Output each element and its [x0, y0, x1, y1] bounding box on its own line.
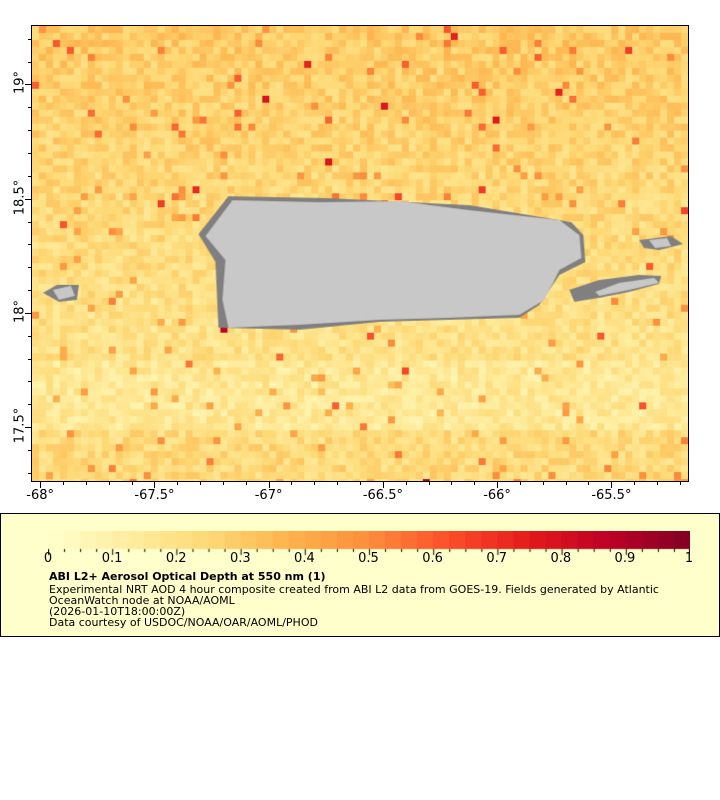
tick-mark	[40, 482, 42, 485]
tick-mark	[634, 482, 636, 485]
tick-mark	[28, 404, 31, 406]
tick-mark	[28, 130, 31, 132]
tick-mark	[177, 482, 179, 485]
tick-mark	[28, 472, 31, 474]
legend-title: ABI L2+ Aerosol Optical Depth at 550 nm …	[49, 570, 326, 583]
tick-mark	[28, 221, 31, 223]
tick-mark	[28, 198, 31, 200]
y-tick-label: 19°	[12, 71, 28, 95]
colorbar-label: 0.3	[229, 551, 251, 566]
legend-panel: 0 0.1 0.2 0.3 0.4 0.5 0.6 0.7 0.8 0.9 1 ABI L2+ Ae…	[0, 513, 720, 637]
colorbar-label: 0	[43, 551, 53, 566]
tick-mark	[28, 381, 31, 383]
colorbar-label: 0.4	[294, 551, 315, 566]
tick-mark	[314, 482, 316, 485]
tick-mark	[222, 482, 224, 485]
colorbar	[48, 531, 690, 561]
legend-credit: Data courtesy of USDOC/NOAA/OAR/AOML/PHO…	[49, 616, 318, 629]
tick-mark	[200, 482, 202, 485]
tick-mark	[382, 482, 384, 488]
tick-mark	[611, 482, 613, 485]
legend-time: (2026-01-10T18:00:00Z)	[49, 605, 186, 618]
tick-mark	[245, 482, 247, 485]
tick-mark	[28, 267, 31, 269]
colorbar-label: 0.8	[550, 551, 572, 566]
x-tick-label: -66°	[483, 488, 511, 503]
aod-map[interactable]	[31, 25, 689, 482]
tick-mark	[28, 84, 31, 86]
tick-mark	[108, 482, 110, 485]
y-tick-label: 17.5°	[12, 407, 28, 444]
tick-mark	[428, 482, 430, 485]
tick-mark	[679, 482, 681, 485]
tick-mark	[519, 482, 521, 485]
tick-mark	[154, 482, 156, 488]
tick-mark	[28, 175, 31, 177]
tick-mark	[28, 244, 31, 246]
tick-mark	[268, 482, 270, 488]
x-tick-label: -65.5°	[591, 488, 632, 503]
x-tick-label: -67.5°	[134, 488, 175, 503]
colorbar-label: 0.5	[358, 551, 379, 566]
x-tick-label: -67°	[254, 488, 283, 503]
tick-mark	[28, 61, 31, 63]
tick-mark	[28, 107, 31, 109]
tick-mark	[28, 152, 31, 154]
tick-mark	[28, 312, 31, 314]
y-tick-label: 18°	[12, 299, 28, 323]
y-tick-label: 18.5°	[12, 179, 28, 215]
legend-description-2: OceanWatch node at NOAA/AOML	[49, 594, 235, 607]
colorbar-label: 0.6	[422, 551, 443, 566]
tick-mark	[474, 482, 476, 485]
tick-mark	[28, 450, 31, 451]
tick-mark	[268, 482, 270, 485]
colorbar-label: 0.7	[486, 551, 508, 566]
tick-mark	[360, 482, 361, 485]
x-tick-label: -66.5°	[362, 488, 403, 503]
colorbar-label: 0.2	[165, 551, 187, 566]
x-tick-label: -68°	[26, 488, 54, 503]
tick-mark	[40, 482, 42, 488]
tick-mark	[62, 482, 64, 485]
tick-mark	[28, 335, 31, 337]
legend-description: Experimental NRT AOD 4 hour composite cr…	[49, 583, 659, 596]
tick-mark	[542, 482, 544, 485]
tick-mark	[382, 482, 384, 485]
colorbar-label: 0.1	[101, 551, 123, 566]
colorbar-label: 1	[684, 551, 694, 566]
tick-mark	[28, 290, 31, 292]
colorbar-label: 0.9	[614, 551, 636, 566]
tick-mark	[405, 482, 407, 485]
tick-mark	[337, 482, 339, 485]
tick-mark	[611, 482, 613, 488]
tick-mark	[291, 482, 293, 485]
tick-mark	[497, 482, 499, 485]
tick-mark	[657, 482, 658, 485]
tick-mark	[497, 482, 499, 488]
tick-mark	[565, 482, 567, 485]
tick-mark	[85, 482, 87, 485]
tick-mark	[28, 38, 31, 40]
tick-mark	[131, 482, 133, 485]
tick-mark	[451, 482, 453, 485]
tick-mark	[588, 482, 590, 485]
tick-mark	[154, 482, 156, 485]
tick-mark	[28, 358, 31, 360]
tick-mark	[28, 427, 31, 429]
